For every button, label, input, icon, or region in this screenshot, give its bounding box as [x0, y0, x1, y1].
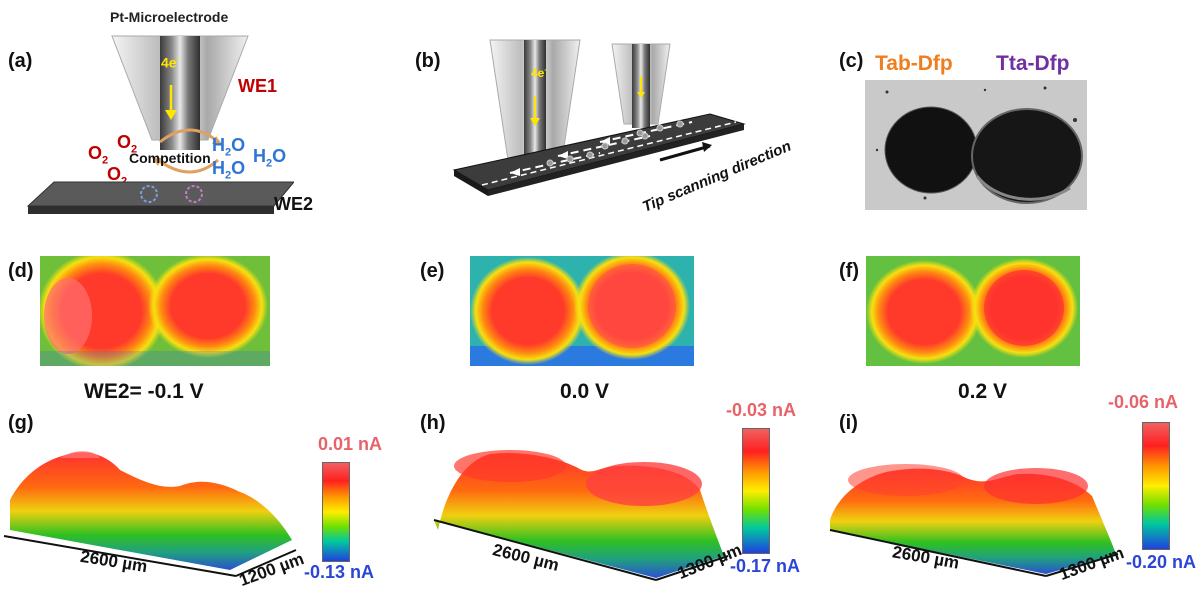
h2o-label-2: H2O: [253, 146, 286, 170]
surface-plot-g: [3, 451, 297, 577]
o2-label-1: O2: [117, 132, 137, 156]
h2o-label-2-o: O: [272, 146, 287, 166]
i-colorbar: [1142, 422, 1170, 550]
h2o-label-3: H2O: [212, 158, 245, 182]
surface-plot-i: [829, 464, 1119, 577]
surface-plot-h: [433, 450, 729, 581]
panel-b-electron-text: 4e: [531, 66, 545, 80]
panel-f-label: (f): [839, 260, 859, 282]
competition-label: Competition: [129, 150, 211, 166]
we2-substrate: [26, 181, 294, 214]
o2-label-3-element: O: [107, 164, 122, 184]
panel-a-electron-sup: -: [176, 54, 180, 64]
h2o-label-2-subscript: 2: [266, 157, 273, 170]
o2-label-1-element: O: [117, 132, 132, 152]
h2o-label-1-h: H: [212, 135, 225, 155]
o2-label-2-subscript: 2: [102, 154, 109, 167]
optical-micrograph: [865, 80, 1087, 210]
potential-label-e: 0.0 V: [560, 380, 610, 403]
heatmap-f: [866, 256, 1080, 366]
panel-e-label: (e): [420, 260, 445, 282]
i-colorbar-min: -0.20 nA: [1126, 552, 1197, 572]
o2-label-1-subscript: 2: [131, 143, 138, 156]
h-colorbar-min: -0.17 nA: [730, 556, 801, 576]
electrode-label: Pt-Microelectrode: [110, 9, 229, 25]
h-colorbar: [742, 428, 770, 554]
heatmap-e: [470, 256, 694, 366]
panel-a-label: (a): [8, 50, 33, 72]
h-colorbar-max: -0.03 nA: [726, 400, 797, 420]
i-colorbar-max: -0.06 nA: [1108, 392, 1179, 412]
panel-b-electron-sup: -: [544, 65, 548, 74]
h2o-label-3-h: H: [212, 158, 225, 178]
panel-d-label: (d): [8, 260, 34, 282]
panel-g-label: (g): [8, 412, 34, 434]
g-colorbar-min: -0.13 nA: [304, 562, 375, 582]
heatmap-d: [40, 256, 270, 366]
panel-c-label: (c): [839, 50, 864, 72]
o2-label-2-element: O: [88, 143, 103, 163]
potential-label-d: WE2= -0.1 V: [84, 380, 204, 403]
microelectrode-tip-diagram: [111, 35, 249, 174]
tab-dfp-label: Tab-Dfp: [875, 52, 953, 75]
panel-a-electron-text: 4e: [161, 54, 177, 71]
potential-label-f: 0.2 V: [958, 380, 1008, 403]
g-colorbar-max: 0.01 nA: [318, 434, 383, 454]
we2-label: WE2: [274, 194, 314, 214]
h2o-label-3-subscript: 2: [225, 169, 232, 182]
scanning-diagram: [452, 39, 746, 196]
tta-dfp-label: Tta-Dfp: [996, 52, 1070, 75]
h2o-label-2-h: H: [253, 146, 266, 166]
h2o-label-1-o: O: [231, 135, 246, 155]
h2o-label-1: H2O: [212, 135, 245, 159]
panel-b-label: (b): [415, 50, 441, 72]
panel-a-electron-label: 4e-: [161, 54, 180, 71]
h2o-label-1-subscript: 2: [225, 146, 232, 159]
h2o-label-3-o: O: [231, 158, 246, 178]
g-colorbar: [322, 462, 350, 562]
panel-i-label: (i): [839, 412, 858, 434]
we1-label: WE1: [238, 76, 278, 96]
panel-h-label: (h): [420, 412, 446, 434]
o2-label-2: O2: [88, 143, 108, 167]
panel-b-electron-label: 4e-: [531, 65, 547, 80]
